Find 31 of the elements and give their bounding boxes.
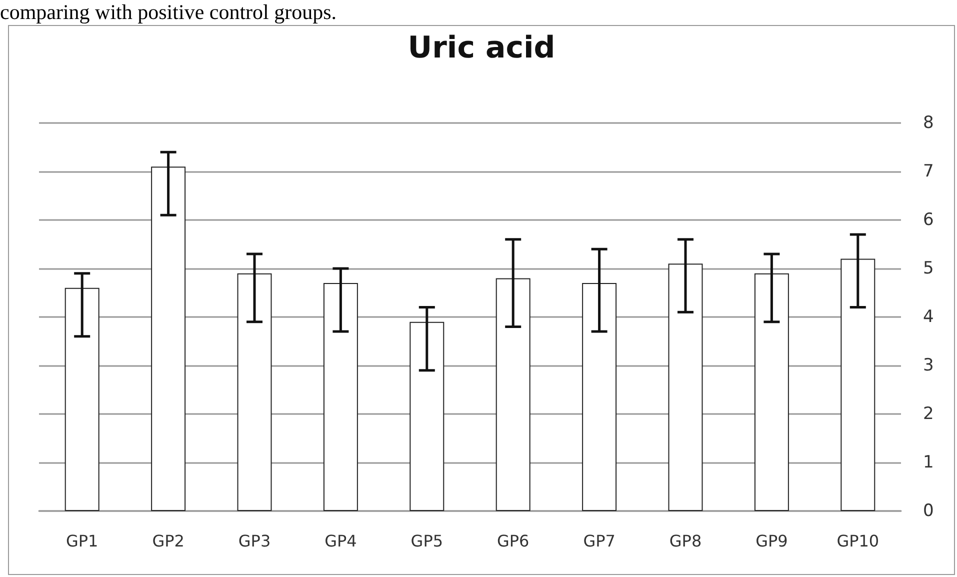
x-tick-label: GP8 (669, 532, 702, 550)
bar (840, 258, 876, 511)
x-tick-label: GP6 (496, 532, 530, 550)
bar (582, 283, 617, 511)
y-tick-label: 1 (923, 452, 934, 472)
x-tick-label: GP1 (66, 532, 98, 550)
bar (323, 283, 358, 511)
bar (237, 273, 272, 511)
text: comparing with positive control groups. (0, 0, 337, 24)
x-tick-label: GP2 (152, 532, 184, 550)
y-tick-label: 5 (923, 258, 934, 278)
x-tick-label: GP4 (324, 532, 357, 550)
y-tick-label: 2 (923, 404, 934, 424)
y-tick-label: 7 (923, 162, 934, 182)
y-tick-label: 6 (923, 210, 934, 230)
bar (410, 322, 444, 511)
y-tick-label: 3 (923, 356, 934, 376)
bar (496, 278, 530, 511)
x-tick-label: GP10 (836, 532, 880, 550)
bar (151, 166, 186, 511)
y-tick-label: 0 (923, 501, 934, 521)
chart-title: Uric acid (408, 30, 556, 66)
x-tick-label: GP7 (583, 532, 616, 550)
x-tick-label: GP5 (410, 532, 444, 550)
bar (754, 273, 789, 511)
bar (668, 264, 703, 511)
y-tick-label: 4 (923, 307, 934, 327)
x-tick-label: GP3 (238, 532, 271, 550)
bar (64, 288, 100, 511)
x-tick-label: GP9 (756, 532, 788, 550)
y-tick-label: 8 (923, 113, 934, 133)
